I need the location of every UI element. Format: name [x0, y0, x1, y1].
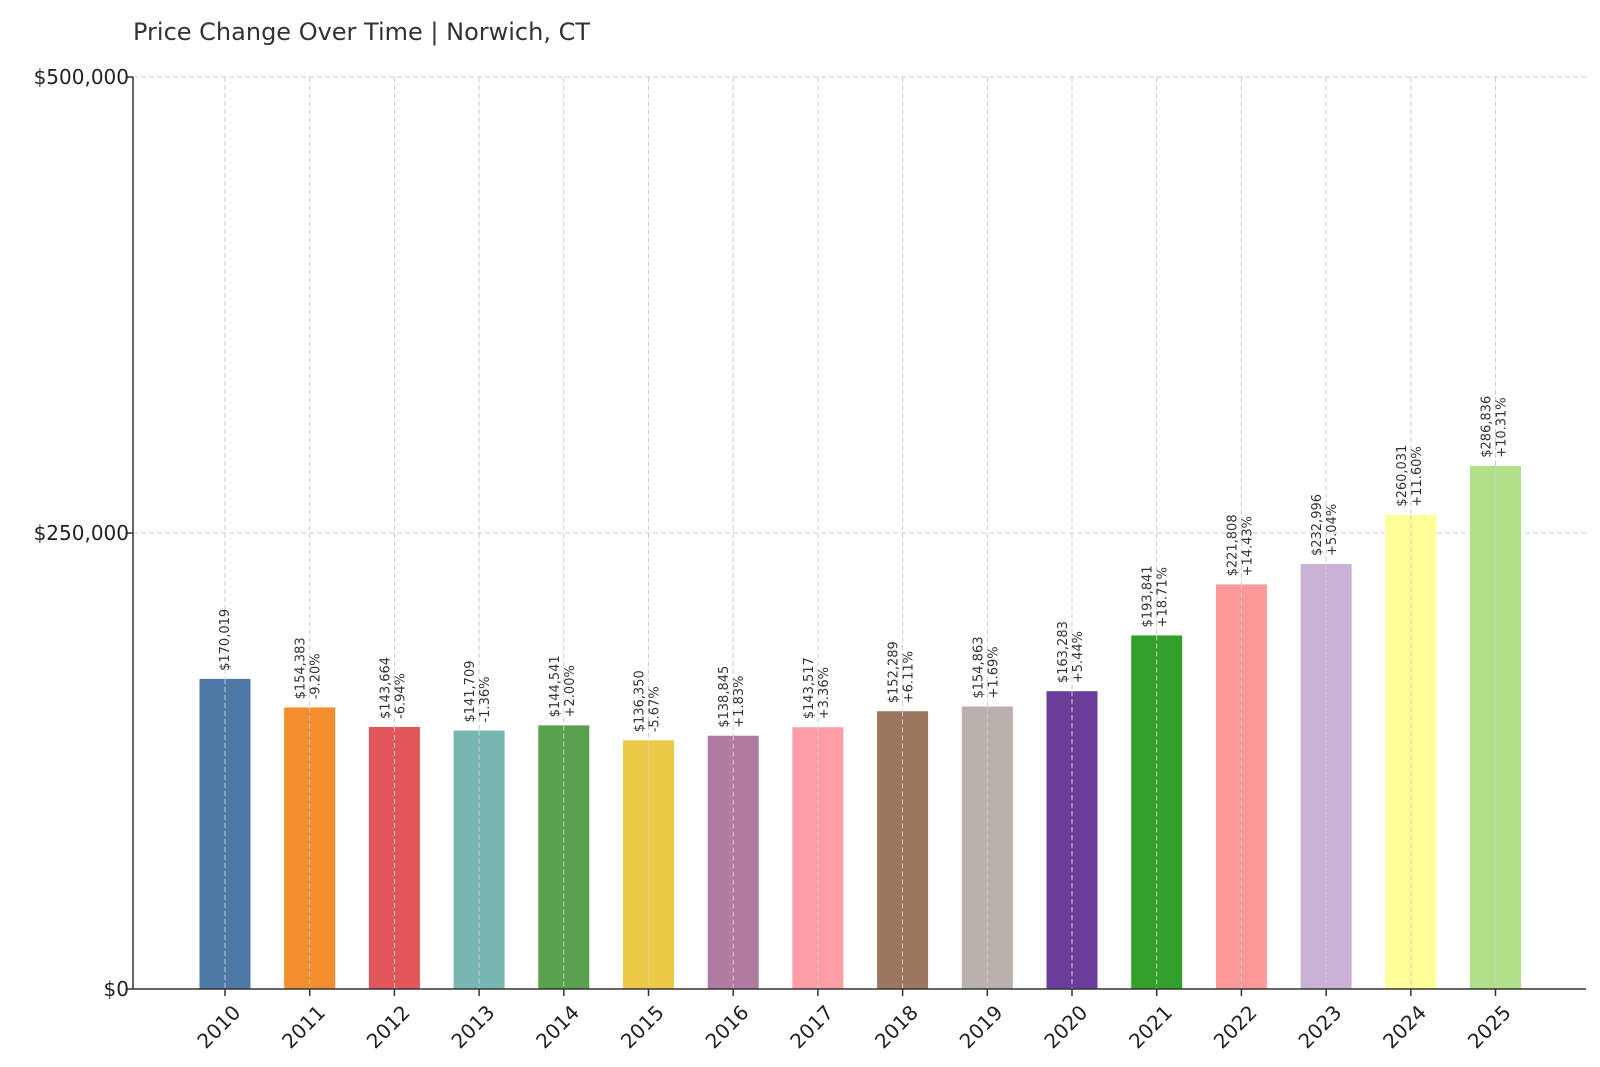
- value-label: $144,541: [548, 655, 563, 717]
- y-tick-label: $0: [104, 977, 129, 1001]
- value-label: $138,845: [717, 666, 732, 728]
- change-label: +5.04%: [1325, 504, 1340, 556]
- change-label: +1.69%: [986, 646, 1001, 698]
- x-tick-label: 2021: [1124, 1000, 1177, 1053]
- x-tick-label: 2016: [701, 1000, 754, 1053]
- change-label: -1.36%: [478, 677, 493, 723]
- change-label: +6.11%: [902, 651, 917, 703]
- value-label: $260,031: [1395, 445, 1410, 507]
- data-labels: $170,019 $154,383 -9.20% $143,664 -6.94% $141…: [218, 396, 1510, 733]
- value-label: $141,709: [463, 660, 478, 722]
- x-tick-label: 2022: [1209, 1000, 1262, 1053]
- x-tick-label: 2013: [446, 1000, 499, 1053]
- x-tick-label: 2012: [362, 1000, 415, 1053]
- x-tick-label: 2018: [870, 1000, 923, 1053]
- change-label: +1.83%: [732, 676, 747, 728]
- value-label: $154,863: [971, 636, 986, 698]
- change-label: +18.71%: [1156, 567, 1171, 627]
- value-label: $163,283: [1056, 621, 1071, 683]
- y-tick-label: $500,000: [34, 65, 129, 89]
- bars: [199, 465, 1521, 989]
- change-label: +2.00%: [563, 665, 578, 717]
- value-label: $170,019: [218, 609, 233, 671]
- change-label: -6.94%: [393, 673, 408, 719]
- value-label: $152,289: [887, 641, 902, 703]
- x-tick-label: 2015: [616, 1000, 669, 1053]
- x-tick-label: 2019: [955, 1000, 1008, 1053]
- change-label: +5.44%: [1071, 631, 1086, 683]
- value-label: $143,664: [378, 657, 393, 719]
- value-label: $154,383: [294, 637, 309, 699]
- change-label: -5.67%: [648, 686, 663, 732]
- change-label: -9.20%: [309, 653, 324, 699]
- change-label: +3.36%: [817, 667, 832, 719]
- value-label: $232,996: [1310, 494, 1325, 556]
- x-tick-label: 2014: [531, 1000, 584, 1053]
- chart-title: Price Change Over Time | Norwich, CT: [133, 18, 590, 46]
- x-tick-label: 2023: [1293, 1000, 1346, 1053]
- x-tick-label: 2017: [785, 1000, 838, 1053]
- value-label: $193,841: [1141, 565, 1156, 627]
- value-label: $143,517: [802, 657, 817, 719]
- value-label: $136,350: [633, 670, 648, 732]
- change-label: +14.43%: [1240, 516, 1255, 576]
- grid-lines: [133, 76, 1586, 989]
- change-label: +10.31%: [1495, 397, 1510, 457]
- x-tick-label: 2011: [277, 1000, 330, 1053]
- x-tick-label: 2010: [192, 1000, 245, 1053]
- change-label: +11.60%: [1410, 446, 1425, 506]
- bar-2016: [707, 735, 759, 989]
- x-tick-label: 2025: [1463, 1000, 1516, 1053]
- y-tick-label: $250,000: [34, 521, 129, 545]
- x-tick-label: 2020: [1039, 1000, 1092, 1053]
- x-gridlines-over-bars: [224, 465, 1496, 989]
- x-tick-label: 2024: [1378, 1000, 1431, 1053]
- value-label: $286,836: [1480, 396, 1495, 458]
- value-label: $221,808: [1225, 514, 1240, 576]
